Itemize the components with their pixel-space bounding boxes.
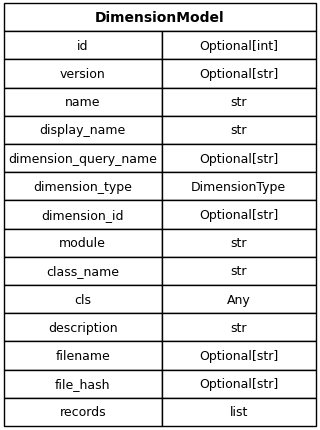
Bar — [4, 313, 162, 341]
Text: dimension_query_name: dimension_query_name — [8, 152, 157, 165]
Text: description: description — [48, 321, 117, 334]
Bar — [162, 313, 316, 341]
Bar — [4, 117, 162, 144]
Bar — [4, 370, 162, 398]
Bar — [162, 60, 316, 89]
Bar — [162, 370, 316, 398]
Bar — [4, 60, 162, 89]
Text: str: str — [230, 237, 247, 250]
Bar — [4, 89, 162, 117]
Text: id: id — [77, 40, 89, 53]
Text: Optional[int]: Optional[int] — [199, 40, 278, 53]
Text: version: version — [60, 68, 106, 81]
Bar — [4, 32, 162, 60]
Text: list: list — [229, 405, 248, 418]
Bar — [4, 4, 316, 32]
Text: str: str — [230, 321, 247, 334]
Text: name: name — [65, 96, 100, 109]
Text: Optional[str]: Optional[str] — [199, 349, 278, 362]
Bar — [162, 173, 316, 201]
Text: filename: filename — [55, 349, 110, 362]
Bar — [4, 201, 162, 229]
Text: str: str — [230, 96, 247, 109]
Text: records: records — [60, 405, 106, 418]
Text: module: module — [59, 237, 106, 250]
Text: DimensionModel: DimensionModel — [95, 11, 225, 25]
Bar — [162, 257, 316, 286]
Text: str: str — [230, 265, 247, 278]
Bar — [4, 173, 162, 201]
Text: dimension_type: dimension_type — [33, 180, 132, 194]
Bar — [162, 286, 316, 313]
Text: display_name: display_name — [40, 124, 126, 137]
Bar — [4, 229, 162, 257]
Bar — [162, 117, 316, 144]
Text: Optional[str]: Optional[str] — [199, 68, 278, 81]
Bar — [162, 341, 316, 370]
Text: str: str — [230, 124, 247, 137]
Text: Optional[str]: Optional[str] — [199, 152, 278, 165]
Text: dimension_id: dimension_id — [42, 209, 124, 221]
Bar — [4, 286, 162, 313]
Bar — [162, 229, 316, 257]
Text: class_name: class_name — [46, 265, 119, 278]
Text: Optional[str]: Optional[str] — [199, 209, 278, 221]
Text: Optional[str]: Optional[str] — [199, 377, 278, 390]
Bar — [162, 32, 316, 60]
Text: Any: Any — [227, 293, 251, 306]
Text: file_hash: file_hash — [55, 377, 110, 390]
Bar — [4, 398, 162, 426]
Bar — [4, 257, 162, 286]
Bar — [162, 398, 316, 426]
Bar — [4, 144, 162, 173]
Bar — [162, 201, 316, 229]
Bar — [4, 341, 162, 370]
Bar — [162, 144, 316, 173]
Text: cls: cls — [74, 293, 91, 306]
Bar — [162, 89, 316, 117]
Text: DimensionType: DimensionType — [191, 180, 286, 194]
